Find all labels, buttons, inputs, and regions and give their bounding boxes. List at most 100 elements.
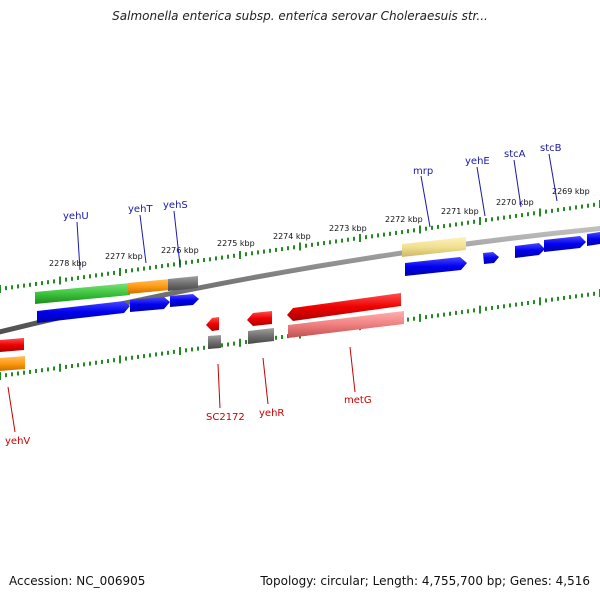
lower-minor-tick [65,364,67,369]
upper-minor-tick [137,267,139,272]
upper-major-tick [59,276,61,285]
upper-minor-tick [287,246,289,251]
lower-feature-track [0,311,404,371]
lower-major-tick [119,355,121,364]
gene-arrow-yehT[interactable] [130,297,170,312]
upper-minor-tick [263,249,265,254]
upper-minor-tick [557,207,559,212]
upper-minor-tick [371,234,373,239]
lower-minor-tick [407,317,409,322]
gene-label-yehR[interactable]: yehR [259,408,284,419]
upper-minor-tick [83,275,85,280]
gene-label-SC2172[interactable]: SC2172 [206,412,245,423]
upper-minor-tick [473,219,475,224]
upper-minor-tick [329,240,331,245]
scale-label-2275: 2275 kbp [217,239,255,248]
gene-label-yehU[interactable]: yehU [63,211,89,222]
gene-label-yehV[interactable]: yehV [5,436,30,447]
cds-block-grey-yehR [248,328,274,344]
upper-minor-tick [335,239,337,244]
upper-major-tick [239,251,241,259]
lower-minor-tick [71,364,73,368]
gene-label-yehS[interactable]: yehS [163,200,188,211]
gene-arrow-SC2172[interactable] [206,317,219,331]
upper-minor-tick [323,241,325,246]
upper-minor-tick [587,203,589,208]
upper-minor-tick [425,226,427,231]
upper-major-tick [299,242,301,251]
gene-label-stcB[interactable]: stcB [540,143,562,154]
upper-minor-tick [65,277,67,282]
gene-arrow-yehE[interactable] [483,252,499,264]
upper-major-tick [359,234,361,242]
upper-minor-tick [215,256,217,261]
gene-label-mrp[interactable]: mrp [413,166,433,177]
gene-arrow-stcB[interactable] [544,236,586,252]
upper-minor-tick [125,269,127,274]
upper-minor-tick [95,273,97,278]
lower-minor-tick [23,370,25,375]
forward-gene-track [37,232,600,323]
upper-minor-tick [257,250,259,255]
gene-arrow-offscreen-right[interactable] [587,232,600,246]
upper-minor-tick [47,280,49,285]
upper-major-tick [539,208,541,217]
gene-label-metG[interactable]: metG [344,395,372,406]
lower-minor-tick [131,355,133,360]
upper-major-tick [479,217,481,225]
gene-arrow-yehU[interactable] [37,301,130,323]
gene-label-yehE[interactable]: yehE [465,156,490,167]
gene-arrow-yehR[interactable] [247,311,272,326]
upper-minor-tick [29,282,31,287]
upper-minor-tick [395,230,397,235]
gene-arrow-yehS[interactable] [170,294,199,307]
upper-minor-tick [341,238,343,243]
lower-minor-tick [227,342,229,347]
gene-label-yehT[interactable]: yehT [128,204,153,215]
lower-minor-tick [83,362,85,367]
upper-minor-tick [413,228,415,233]
gene-arrow-mrp[interactable] [405,257,467,276]
gene-arrow-yehV[interactable] [0,338,24,352]
upper-minor-tick [77,275,79,280]
lower-minor-tick [89,361,91,366]
gene-arrow-metG[interactable] [287,293,401,321]
scale-label-2276: 2276 kbp [161,246,199,255]
gene-label-stcA[interactable]: stcA [504,149,526,160]
lower-minor-tick [233,341,235,346]
upper-minor-tick [71,276,73,281]
gene-arrow-stcA[interactable] [515,243,545,258]
lower-minor-tick [101,359,103,364]
lower-minor-tick [41,368,43,373]
lower-minor-tick [53,366,55,371]
lower-minor-tick [503,304,505,309]
cds-block-grey [168,276,198,291]
lower-minor-tick [185,348,187,353]
upper-minor-tick [155,264,157,269]
lower-minor-tick [593,291,595,296]
upper-minor-tick [377,233,379,238]
lower-minor-tick [11,372,13,377]
cds-block-orange [128,279,170,294]
lower-minor-tick [587,292,589,297]
cds-block-khaki [402,237,466,257]
upper-minor-tick [305,243,307,248]
upper-minor-tick [563,207,565,212]
upper-minor-tick [143,266,145,271]
scale-label-2278: 2278 kbp [49,259,87,268]
lower-minor-tick [275,335,277,340]
lower-minor-tick [191,347,193,352]
upper-minor-tick [131,268,133,273]
upper-minor-tick [275,247,277,252]
upper-minor-tick [245,252,247,257]
scale-label-2277: 2277 kbp [105,252,143,261]
upper-minor-tick [203,258,205,263]
leader-metG [349,346,356,393]
lower-minor-tick [431,314,433,319]
cds-block-green [35,283,130,304]
upper-minor-tick [461,221,463,226]
upper-minor-tick [551,208,553,213]
upper-minor-tick [347,237,349,242]
upper-minor-tick [437,224,439,229]
